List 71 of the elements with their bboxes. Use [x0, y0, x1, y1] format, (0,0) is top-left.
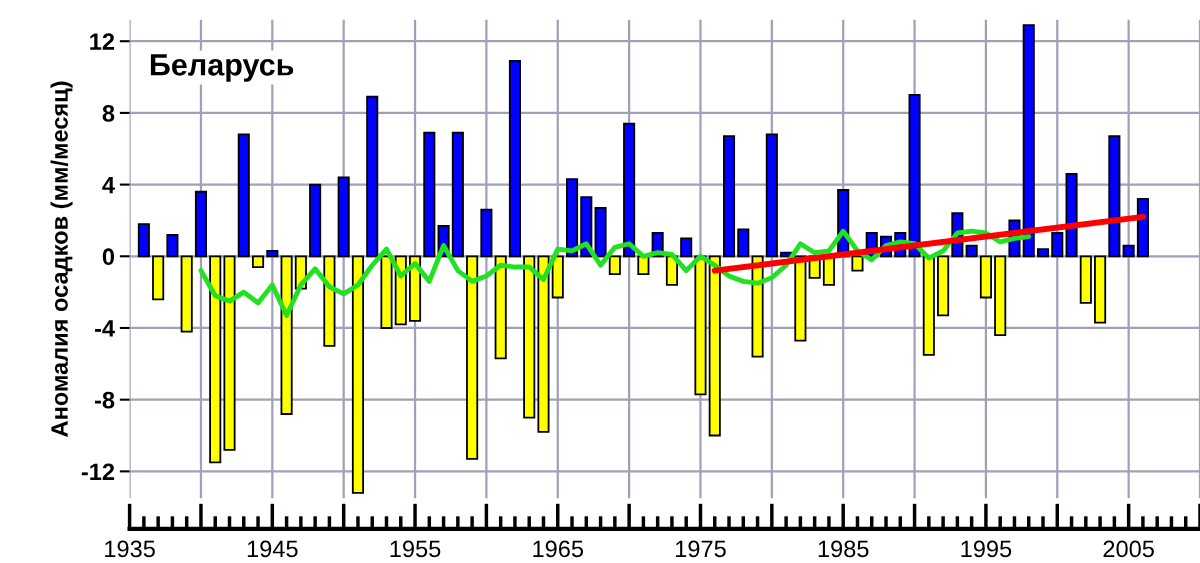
bar — [451, 131, 464, 258]
bar — [237, 133, 250, 258]
bar — [166, 233, 179, 258]
bar — [223, 255, 236, 451]
bar — [337, 176, 350, 258]
bar — [565, 178, 579, 258]
y-tick-label: 12 — [90, 33, 115, 50]
line-series — [198, 228, 1032, 318]
x-tick-label: 1955 — [390, 540, 441, 558]
bar — [1108, 135, 1121, 258]
bar — [480, 208, 493, 258]
y-tick-label: -4 — [94, 320, 115, 337]
bar — [765, 133, 778, 258]
bar — [1094, 255, 1107, 324]
bar — [694, 255, 707, 396]
bar — [937, 255, 950, 317]
bar — [1065, 172, 1078, 258]
bar — [323, 255, 336, 347]
bar — [680, 237, 693, 258]
bar — [794, 255, 807, 342]
bar — [280, 255, 293, 415]
y-tick-label: 0 — [102, 248, 115, 266]
bar — [351, 255, 364, 494]
bar — [508, 60, 521, 258]
bar — [722, 135, 736, 258]
x-tick-label: 2005 — [1103, 540, 1154, 558]
bar — [594, 206, 607, 258]
bar — [252, 255, 265, 268]
bar — [994, 255, 1007, 337]
bar — [551, 255, 564, 299]
bar — [309, 183, 322, 258]
bar — [466, 255, 479, 460]
bar — [180, 255, 193, 333]
x-tick-label: 1985 — [818, 540, 869, 558]
y-tick-label: 4 — [102, 176, 115, 194]
bar — [1079, 255, 1092, 304]
bar — [1022, 24, 1035, 258]
bar — [137, 223, 150, 258]
bar — [209, 255, 222, 464]
bar — [623, 122, 636, 258]
bar — [366, 95, 379, 258]
bar — [965, 244, 978, 258]
y-tick-label: 8 — [102, 104, 115, 122]
bar — [1122, 244, 1135, 258]
x-tick-label: 1945 — [247, 540, 298, 558]
bar — [922, 255, 935, 356]
bar — [537, 255, 550, 433]
bar — [194, 190, 208, 258]
bar — [1051, 232, 1064, 258]
bar — [152, 255, 165, 301]
x-tick-label: 1935 — [105, 540, 155, 558]
bar — [523, 255, 536, 419]
y-tick-label: -12 — [81, 463, 115, 480]
bar — [380, 255, 393, 329]
bar — [266, 250, 279, 258]
bar — [979, 255, 992, 299]
bar — [608, 255, 621, 276]
x-tick-label: 1995 — [961, 540, 1012, 558]
bar — [908, 94, 921, 258]
x-tick-label: 1965 — [533, 540, 584, 558]
bar — [708, 255, 721, 437]
y-tick-label: -8 — [94, 391, 115, 409]
text: Беларусь — [150, 54, 294, 82]
bar — [423, 131, 436, 258]
bar — [494, 255, 507, 360]
y-axis-title: Аномалия осадков (мм/месяц) — [50, 81, 73, 437]
bar — [1136, 198, 1149, 258]
bar — [737, 228, 750, 258]
bar — [851, 255, 864, 272]
x-tick-label: 1975 — [676, 540, 726, 558]
bar — [1036, 248, 1050, 258]
